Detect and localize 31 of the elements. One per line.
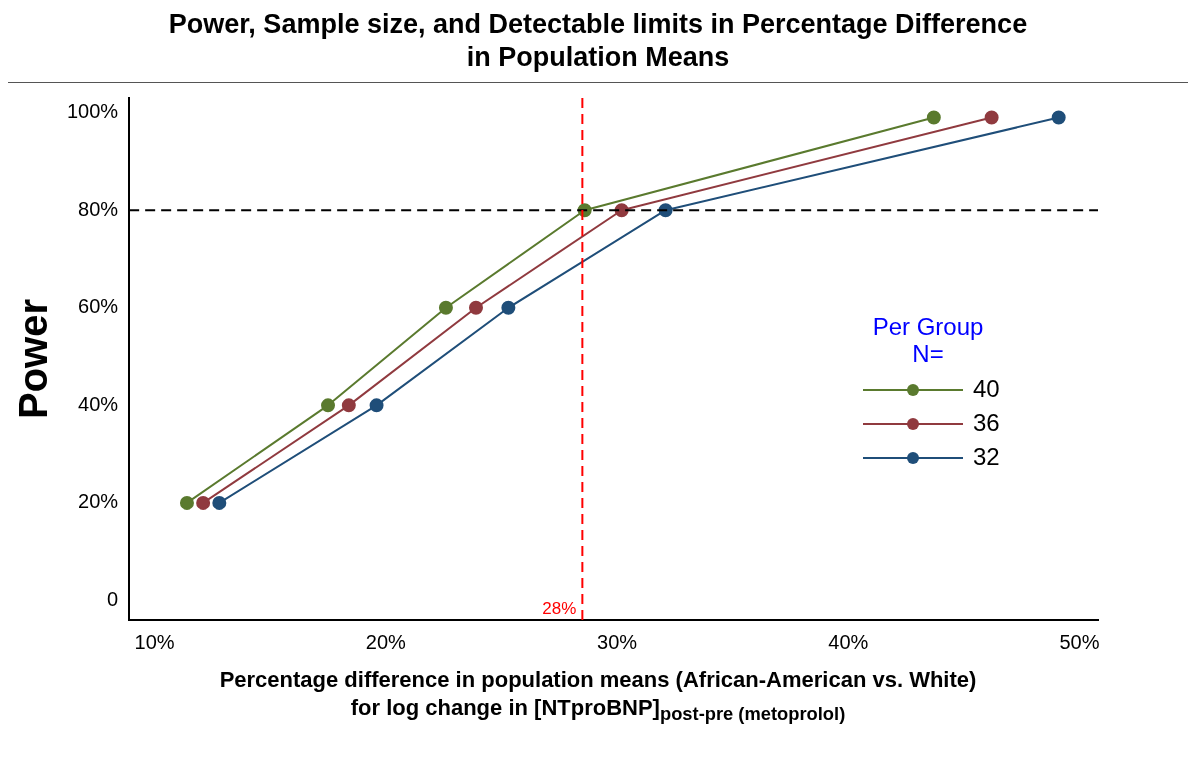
legend-title: Per Group N= (872, 312, 984, 367)
point (321, 398, 336, 413)
x-tick-label: 10% (134, 630, 175, 653)
chart-title: Power, Sample size, and Detectable limits in Percentage Difference in Population Means (8, 8, 1188, 83)
x-tick-label: 20% (365, 630, 407, 653)
y-tick-label: 60% (78, 295, 119, 318)
y-tick-label: 80% (78, 197, 119, 220)
point (1051, 110, 1066, 125)
point (212, 495, 227, 510)
x-tick-label: 50% (1059, 630, 1100, 653)
y-axis-title: Power (11, 298, 56, 420)
y-tick-label: 0 (107, 588, 119, 610)
point (469, 300, 483, 315)
point (438, 300, 453, 315)
y-tick-label: 100% (67, 100, 119, 123)
legend-label: 36 (973, 408, 1000, 436)
point (926, 110, 941, 125)
x-axis-title: Percentage difference in population means (African-American vs. White) for log change in [NTproBNP]$_{post-pre (metoprolol)}$ (218, 666, 978, 727)
x-tick-label: 40% (828, 630, 869, 653)
x-tick-label: 30% (597, 630, 638, 653)
point (369, 398, 384, 413)
point (179, 495, 194, 510)
point (501, 300, 516, 315)
y-tick-label: 20% (78, 490, 119, 513)
legend-label: 32 (973, 442, 1000, 470)
point (341, 398, 356, 413)
ref-line-label: 28% (542, 599, 577, 619)
legend-label: 40 (973, 374, 1000, 402)
point (984, 110, 999, 125)
point (196, 495, 211, 510)
y-tick-label: 40% (78, 392, 119, 415)
